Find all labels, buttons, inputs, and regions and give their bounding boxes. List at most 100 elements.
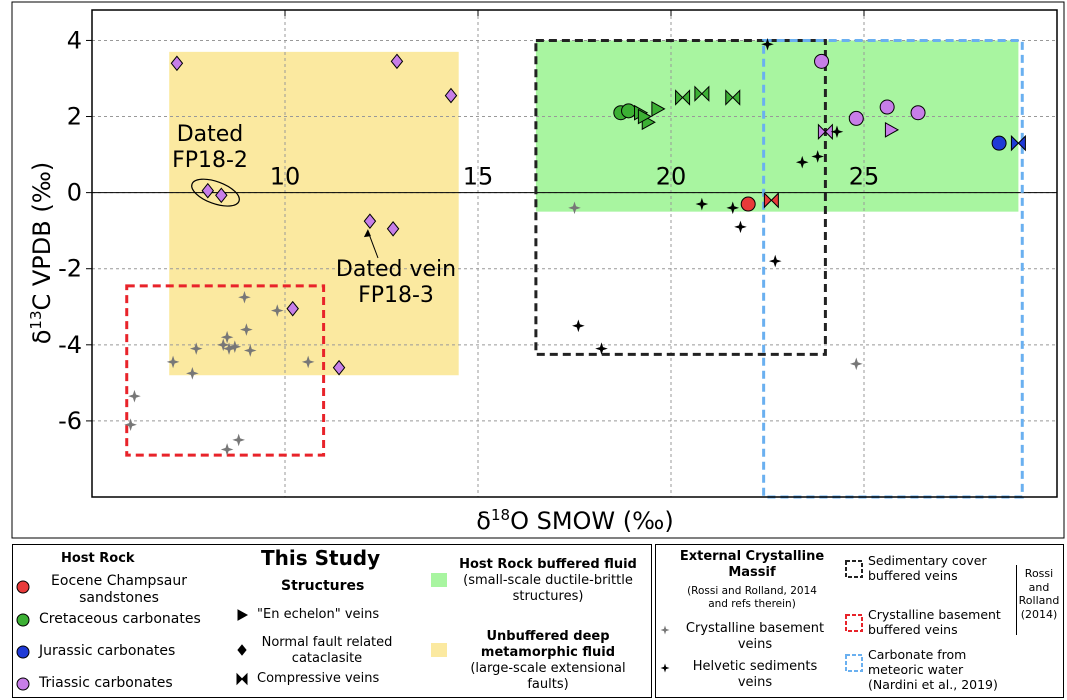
point-cretaceous-carbonates-en-echelon-veins <box>651 101 666 117</box>
legend-ext-label: Crystalline basement veins <box>685 621 825 652</box>
point-cretaceous-carbonates-compressive-veins <box>675 89 684 106</box>
legend-host-rock-label: Triassic carbonates <box>39 675 173 691</box>
x-tick-label: 25 <box>849 163 880 191</box>
legend-host-rock-marker <box>16 580 30 594</box>
point-triassic-carbonates <box>910 105 926 121</box>
point-crystalline-basement-veins <box>228 340 242 354</box>
point-triassic-carbonates-normal-fault-related-cataclasite <box>332 359 346 376</box>
legend-host-rock-marker-shape <box>16 613 30 627</box>
point-crystalline-basement-veins <box>220 330 234 344</box>
legend-box-swatch <box>845 560 863 578</box>
this-study-title: This Study <box>261 546 381 570</box>
point-jurassic-carbonates-compressive-veins <box>1010 134 1020 152</box>
annotation-dated-fp18-2: Dated <box>177 122 244 147</box>
legend-ext-ref: (Rossi and Rolland, 2014 and refs therein… <box>687 585 817 610</box>
legend-external: External Crystalline Massif (Rossi and Rol… <box>655 544 1064 698</box>
legend-host-rock-marker-shape <box>16 645 30 659</box>
point-crystalline-basement-veins <box>240 323 253 336</box>
point-helvetic-sediments-veins <box>734 220 747 234</box>
y-tick-label: 4 <box>67 26 82 54</box>
annotation-dated-vein-fp18-3: Dated vein <box>336 257 456 282</box>
legend-structure-marker-shape <box>236 672 243 686</box>
structures-title: Structures <box>281 578 365 594</box>
point-crystalline-basement-veins <box>186 367 199 380</box>
legend-box-label: Crystalline basement buffered veins <box>868 607 1001 637</box>
point-crystalline-basement-veins <box>238 290 251 304</box>
y-axis-label: δ13C VPDB (‰) <box>27 162 56 345</box>
point-crystalline-basement-veins <box>270 304 284 317</box>
point-helvetic-sediments-veins <box>830 125 844 139</box>
point-triassic-carbonates-en-echelon-veins <box>884 121 900 138</box>
legend-structure-marker <box>237 644 247 656</box>
point-helvetic-sediments-veins <box>595 342 608 355</box>
legend-host-rock-label: Eocene Champsaur sandstones <box>51 573 187 606</box>
legend-structure-label: "En echelon" veins <box>257 607 380 622</box>
x-axis-label: δ18O SMOW (‰) <box>476 506 673 535</box>
region-host-rock-buffered-fluid <box>535 40 1019 212</box>
point-triassic-carbonates <box>848 110 864 126</box>
annotation-dated-vein-fp18-3: FP18-3 <box>358 283 434 308</box>
point-crystalline-basement-veins <box>128 389 141 403</box>
point-cretaceous-carbonates-compressive-veins-right <box>701 85 710 102</box>
y-tick-label: 0 <box>67 179 82 207</box>
point-crystalline-basement-veins <box>189 342 203 355</box>
legend-structure-marker-shape <box>237 609 249 621</box>
legend-host-rock-marker-shape <box>16 677 30 691</box>
point-triassic-carbonates-normal-fault-related-cataclasite <box>363 213 377 229</box>
point-helvetic-sediments-veins <box>761 37 774 51</box>
legend-unbuffered-fluid-desc: (large-scale extensional faults) <box>470 661 626 692</box>
legend-ext-title: External Crystalline Massif <box>679 549 825 580</box>
region-carbonate-from-meteoric-water <box>762 38 1024 499</box>
point-jurassic-carbonates <box>991 135 1007 151</box>
legend-this-study: Host Rock Eocene Champsaur sandstones Cret… <box>12 544 652 698</box>
legend-host-rock-marker <box>16 677 30 691</box>
legend-structure-marker-shape-right <box>241 672 248 686</box>
legend-box-swatch-shape <box>845 654 863 672</box>
legend-box-swatch-shape <box>845 560 863 578</box>
point-crystalline-basement-veins <box>849 357 863 371</box>
point-triassic-carbonates-normal-fault-related-cataclasite <box>286 300 299 317</box>
point-crystalline-basement-veins <box>124 418 137 432</box>
point-triassic-carbonates-normal-fault-related-cataclasite <box>444 87 458 104</box>
point-triassic-carbonates-normal-fault-related-cataclasite <box>386 220 400 237</box>
annotation-ellipse <box>191 178 240 207</box>
point-crystalline-basement-veins <box>216 338 230 352</box>
legend-host-rock-marker-shape <box>16 580 30 594</box>
point-triassic-carbonates-normal-fault-related-cataclasite <box>390 53 404 70</box>
point-cretaceous-carbonates-en-echelon-veins <box>637 108 653 125</box>
region-sedimentary-cover-buffered-veins <box>534 38 827 356</box>
legend-structure-marker-shape <box>237 644 247 656</box>
legend-ext-marker <box>660 663 670 673</box>
point-crystalline-basement-veins <box>243 344 257 357</box>
x-tick-label: 15 <box>463 163 494 191</box>
legend-ext-marker <box>660 625 670 635</box>
point-cretaceous-carbonates-compressive-veins <box>725 89 734 106</box>
legend-host-rock-label: Jurassic carbonates <box>39 643 176 659</box>
x-tick-label: 20 <box>656 163 687 191</box>
region-unbuffered-deep-metamorphic-fluid <box>169 51 459 376</box>
point-eocene-champsaur-sandstones-compressive-veins <box>763 192 773 209</box>
region-crystalline-basement-buffered-veins <box>125 284 326 457</box>
x-tick-label: 10 <box>270 163 301 191</box>
legend-box-swatch <box>845 654 863 672</box>
point-triassic-carbonates <box>879 99 895 115</box>
legend-host-rock-fluid-desc: (small-scale ductile-brittle structures) <box>463 573 633 604</box>
point-triassic-carbonates-compressive-veins <box>817 123 827 140</box>
point-crystalline-basement-veins <box>568 201 581 215</box>
legend-box-label: Sedimentary cover buffered veins <box>868 553 987 583</box>
point-crystalline-basement-veins <box>222 342 236 355</box>
point-crystalline-basement-veins <box>166 355 180 369</box>
legend-host-rock-marker <box>16 613 30 627</box>
legend-structure-label: Normal fault related cataclasite <box>261 635 393 666</box>
legend-ext-marker-shape <box>660 625 670 635</box>
point-helvetic-sediments-veins <box>795 155 809 169</box>
legend-host-rock-fluid-title: Host Rock buffered fluid <box>459 557 637 572</box>
point-triassic-carbonates-normal-fault-related-cataclasite <box>170 55 184 72</box>
point-helvetic-sediments-veins <box>768 254 782 268</box>
annotation-arrowhead <box>363 229 371 238</box>
point-crystalline-basement-veins <box>232 433 245 447</box>
legend-host-rock-fluid-swatch <box>431 573 447 587</box>
legend-ref-text: Rossi and Rolland (2014) <box>1018 567 1060 621</box>
point-eocene-champsaur-sandstones <box>740 196 756 212</box>
point-triassic-carbonates-normal-fault-related-cataclasite <box>201 182 215 199</box>
